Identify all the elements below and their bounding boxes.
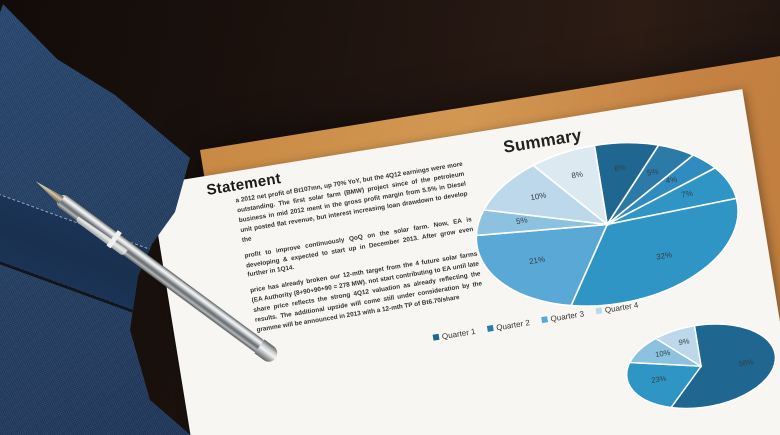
svg-text:9%: 9% [678, 336, 690, 347]
